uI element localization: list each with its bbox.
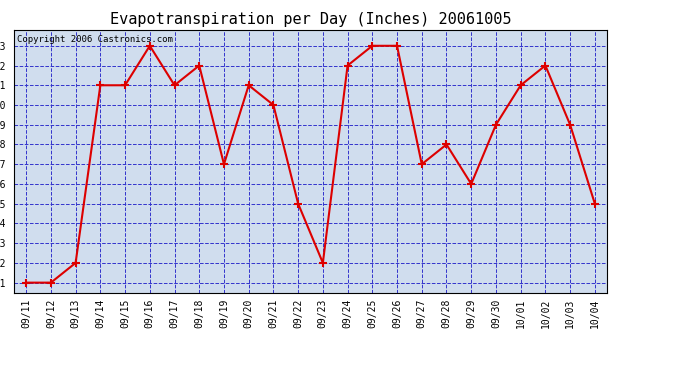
Text: Copyright 2006 Castronics.com: Copyright 2006 Castronics.com xyxy=(17,35,172,44)
Title: Evapotranspiration per Day (Inches) 20061005: Evapotranspiration per Day (Inches) 2006… xyxy=(110,12,511,27)
